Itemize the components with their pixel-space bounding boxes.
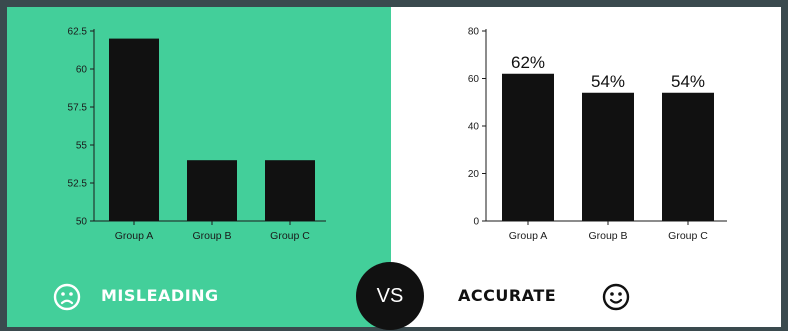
y-tick-label: 50 xyxy=(76,217,88,228)
bar-group-c xyxy=(662,92,714,221)
vs-badge: VS xyxy=(356,262,424,330)
y-tick-label: 60 xyxy=(76,65,88,76)
y-tick-label: 60 xyxy=(468,74,480,85)
x-tick-label: Group A xyxy=(509,230,548,242)
data-label: 54% xyxy=(591,72,625,91)
x-tick-label: Group A xyxy=(115,230,154,242)
y-tick-label: 57.5 xyxy=(68,103,88,114)
accurate-label: ACCURATE xyxy=(458,286,557,305)
misleading-label: MISLEADING xyxy=(101,286,219,305)
smiley-face-icon xyxy=(602,283,630,311)
x-tick-label: Group B xyxy=(192,230,231,242)
bar-group-a xyxy=(502,73,554,221)
data-label: 54% xyxy=(671,72,705,91)
vs-label: VS xyxy=(376,284,404,307)
sad-face-icon xyxy=(53,283,81,311)
x-tick-label: Group C xyxy=(668,230,708,242)
y-tick-label: 52.5 xyxy=(68,179,88,190)
y-tick-label: 0 xyxy=(473,217,479,228)
x-tick-label: Group B xyxy=(588,230,627,242)
y-tick-label: 62.5 xyxy=(68,27,88,38)
y-tick-label: 80 xyxy=(468,27,480,38)
bar-group-b xyxy=(187,160,237,221)
data-label: 62% xyxy=(511,53,545,72)
bar-group-a xyxy=(109,38,159,221)
bar-group-c xyxy=(265,160,315,221)
y-tick-label: 20 xyxy=(468,169,480,180)
y-tick-label: 55 xyxy=(76,141,88,152)
bar-group-b xyxy=(582,92,634,221)
y-tick-label: 40 xyxy=(468,122,480,133)
x-tick-label: Group C xyxy=(270,230,310,242)
